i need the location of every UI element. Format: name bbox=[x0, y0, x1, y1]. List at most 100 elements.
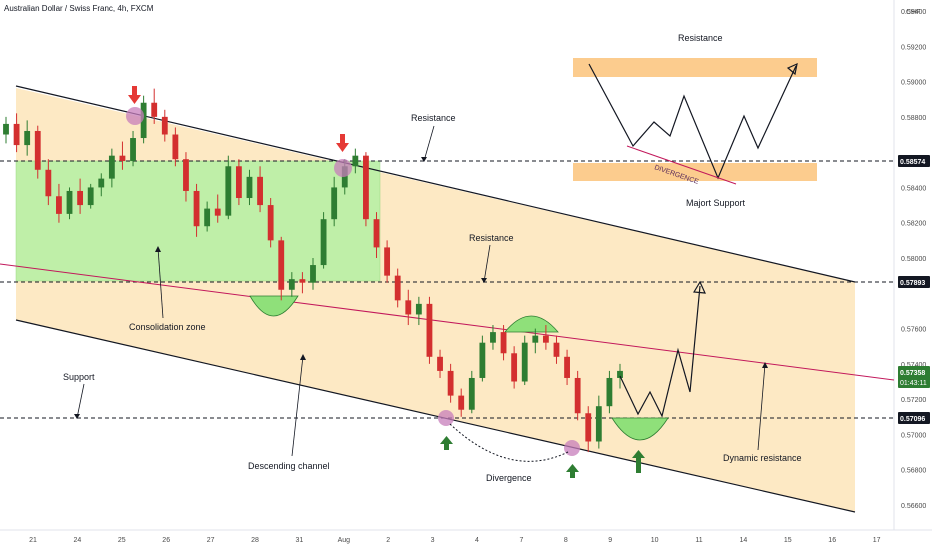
x-tick-label: 16 bbox=[828, 537, 836, 544]
candle-body bbox=[542, 335, 549, 343]
y-tick-label: 0.59200 bbox=[901, 44, 926, 51]
candle-body bbox=[331, 187, 338, 220]
candle-body bbox=[553, 342, 560, 357]
y-tick-label: 0.58400 bbox=[901, 185, 926, 192]
x-tick-label: 21 bbox=[29, 537, 37, 544]
candle-body bbox=[267, 205, 274, 241]
candle-body bbox=[45, 169, 52, 197]
divergence-arc bbox=[449, 423, 569, 462]
dynamic-pointer-head bbox=[762, 362, 768, 368]
candle-body bbox=[56, 196, 62, 214]
y-tick-label: 0.56800 bbox=[901, 468, 926, 475]
descending-pointer bbox=[291, 355, 304, 457]
price-tag-0-57358: 0.57358 01:43:11 bbox=[898, 366, 930, 388]
dynamic-pointer bbox=[757, 363, 766, 451]
candle-body bbox=[500, 332, 507, 354]
x-axis-ticks: 21 24 25 26 27 28 31 Aug 2 3 4 7 8 9 10 11 14 15 16 17 bbox=[29, 537, 880, 544]
candle-body bbox=[341, 166, 348, 188]
support-pointer bbox=[76, 383, 85, 419]
candle-body bbox=[214, 208, 221, 216]
candle-body bbox=[235, 166, 242, 199]
support-pointer-head bbox=[74, 414, 80, 419]
candle-body bbox=[511, 353, 518, 382]
candle-body bbox=[119, 155, 126, 161]
candle-body bbox=[479, 342, 486, 378]
candle-body bbox=[130, 138, 136, 161]
candle-body bbox=[257, 176, 263, 206]
candles-group bbox=[3, 88, 623, 453]
x-tick-label: 28 bbox=[251, 537, 259, 544]
green-arrow-3 bbox=[632, 450, 645, 473]
label-resistance-mid: Resistance bbox=[469, 233, 514, 243]
y-tick-label: 0.58800 bbox=[901, 115, 926, 122]
price-tag-0-57893: 0.57893 bbox=[898, 276, 930, 288]
candle-body bbox=[320, 219, 327, 266]
inset-arrowhead bbox=[786, 62, 798, 76]
x-tick-label: 8 bbox=[564, 537, 568, 544]
x-tick-label: 3 bbox=[431, 537, 435, 544]
x-tick-label: 10 bbox=[651, 537, 659, 544]
svg-text:0.57358: 0.57358 bbox=[900, 370, 925, 377]
candle-body bbox=[87, 187, 94, 206]
candle-body bbox=[3, 123, 9, 135]
y-tick-label: 0.57000 bbox=[901, 432, 926, 439]
candle-body bbox=[437, 356, 443, 371]
candle-body bbox=[183, 159, 189, 191]
x-tick-label: 26 bbox=[162, 537, 170, 544]
x-tick-label: 24 bbox=[74, 537, 82, 544]
candle-body bbox=[13, 123, 20, 146]
x-tick-label: 31 bbox=[296, 537, 304, 544]
price-tag-0-58574: 0.58574 bbox=[898, 155, 930, 167]
svg-text:0.58574: 0.58574 bbox=[900, 159, 925, 166]
candle-body bbox=[595, 406, 602, 442]
candle-body bbox=[447, 370, 454, 396]
x-tick-label: 14 bbox=[740, 537, 748, 544]
label-dynamic: Dynamic resistance bbox=[723, 453, 802, 463]
candle-body bbox=[246, 176, 253, 199]
label-descending: Descending channel bbox=[248, 461, 330, 471]
candle-body bbox=[405, 300, 412, 315]
x-tick-label: 7 bbox=[519, 537, 523, 544]
red-arrow-1 bbox=[128, 86, 141, 104]
projection-path bbox=[619, 285, 701, 418]
x-tick-label: 4 bbox=[475, 537, 479, 544]
candle-body bbox=[193, 190, 200, 227]
y-axis-ticks: 0.59400 0.59200 0.59000 0.58800 0.58400 0.582… bbox=[901, 9, 926, 510]
candle-body bbox=[98, 178, 105, 188]
candle-body bbox=[394, 275, 401, 301]
y-tick-label: 0.58000 bbox=[901, 256, 926, 263]
candle-body bbox=[532, 335, 539, 343]
resistance-pointer-1-head bbox=[421, 157, 427, 162]
candle-body bbox=[225, 166, 232, 216]
y-tick-label: 0.57400 bbox=[901, 362, 926, 369]
inset-resistance-zone bbox=[573, 58, 817, 77]
candle-body bbox=[564, 356, 570, 378]
label-consolidation: Consolidation zone bbox=[129, 322, 206, 332]
x-tick-label: 15 bbox=[784, 537, 792, 544]
candle-body bbox=[299, 279, 306, 283]
label-resistance-top: Resistance bbox=[678, 33, 723, 43]
y-tick-label: 0.57200 bbox=[901, 397, 926, 404]
descending-pointer-head bbox=[300, 354, 306, 360]
y-tick-label: 0.56600 bbox=[901, 503, 926, 510]
candle-body bbox=[426, 303, 433, 357]
resistance-pointer-2 bbox=[483, 244, 491, 283]
x-tick-label: 9 bbox=[608, 537, 612, 544]
support-bowl-2 bbox=[611, 417, 669, 441]
candle-body bbox=[352, 155, 359, 167]
candle-body bbox=[617, 370, 623, 378]
candle-body bbox=[373, 219, 380, 248]
top-marker-2 bbox=[334, 159, 352, 177]
channel-lower-line bbox=[15, 319, 856, 513]
candle-body bbox=[384, 247, 391, 276]
candle-body bbox=[151, 102, 158, 117]
inset-support-zone bbox=[573, 163, 817, 181]
svg-text:0.57096: 0.57096 bbox=[900, 416, 925, 423]
label-divergence: Divergence bbox=[486, 473, 532, 483]
green-arrow-1 bbox=[440, 436, 453, 450]
resistance-dome bbox=[504, 315, 559, 333]
candle-body bbox=[66, 190, 73, 214]
support-bowl-1 bbox=[249, 295, 299, 317]
candle-body bbox=[140, 102, 147, 139]
